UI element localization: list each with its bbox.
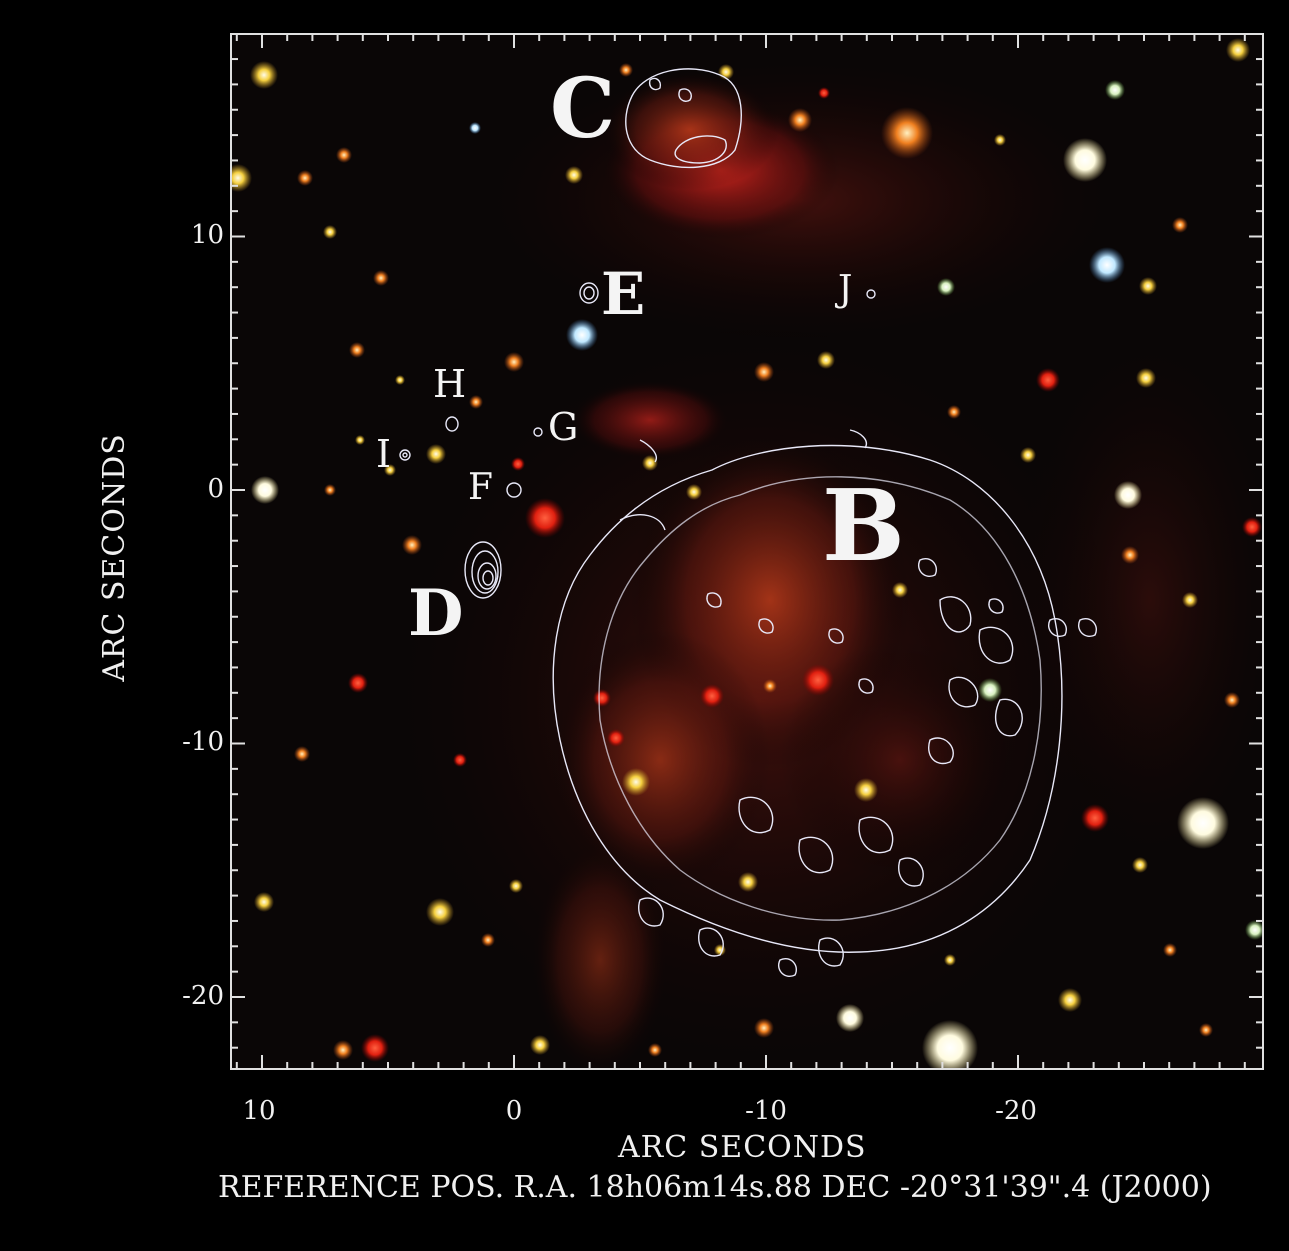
y-axis-label: ARC SECONDS	[96, 433, 132, 682]
source-label-i: I	[376, 432, 392, 476]
x-tick-label: -10	[745, 1096, 787, 1126]
source-label-e: E	[601, 260, 646, 328]
x-tick-label: -20	[995, 1096, 1037, 1126]
source-label-d: D	[408, 576, 464, 651]
source-label-c: C	[550, 61, 616, 157]
y-tick-label: -20	[182, 981, 224, 1011]
source-label-b: B	[822, 469, 905, 584]
x-tick-label: 0	[505, 1096, 523, 1126]
axis-ticks	[231, 34, 1263, 1069]
x-tick-label: 10	[242, 1096, 276, 1126]
source-label-f: F	[468, 467, 493, 508]
source-label-j: J	[838, 269, 853, 310]
stars	[231, 38, 1263, 1069]
y-tick-label: 0	[207, 474, 224, 504]
source-label-g: G	[548, 405, 579, 449]
y-tick-label: 10	[190, 220, 224, 250]
x-axis-label: ARC SECONDS	[618, 1130, 867, 1165]
radio-contours	[399, 68, 1097, 977]
y-tick-label: -10	[182, 727, 224, 757]
reference-position: REFERENCE POS. R.A. 18h06m14s.88 DEC -20…	[218, 1170, 1212, 1205]
plot-frame	[230, 33, 1264, 1070]
source-label-h: H	[433, 362, 467, 406]
